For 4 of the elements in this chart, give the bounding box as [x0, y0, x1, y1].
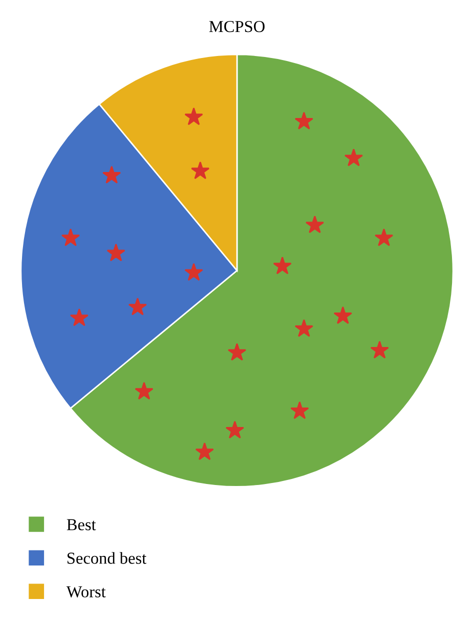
- legend-label: Worst: [66, 586, 106, 598]
- chart-title: MCPSO: [209, 20, 265, 32]
- legend-label: Best: [66, 519, 96, 530]
- legend-label: Second best: [68, 552, 146, 564]
